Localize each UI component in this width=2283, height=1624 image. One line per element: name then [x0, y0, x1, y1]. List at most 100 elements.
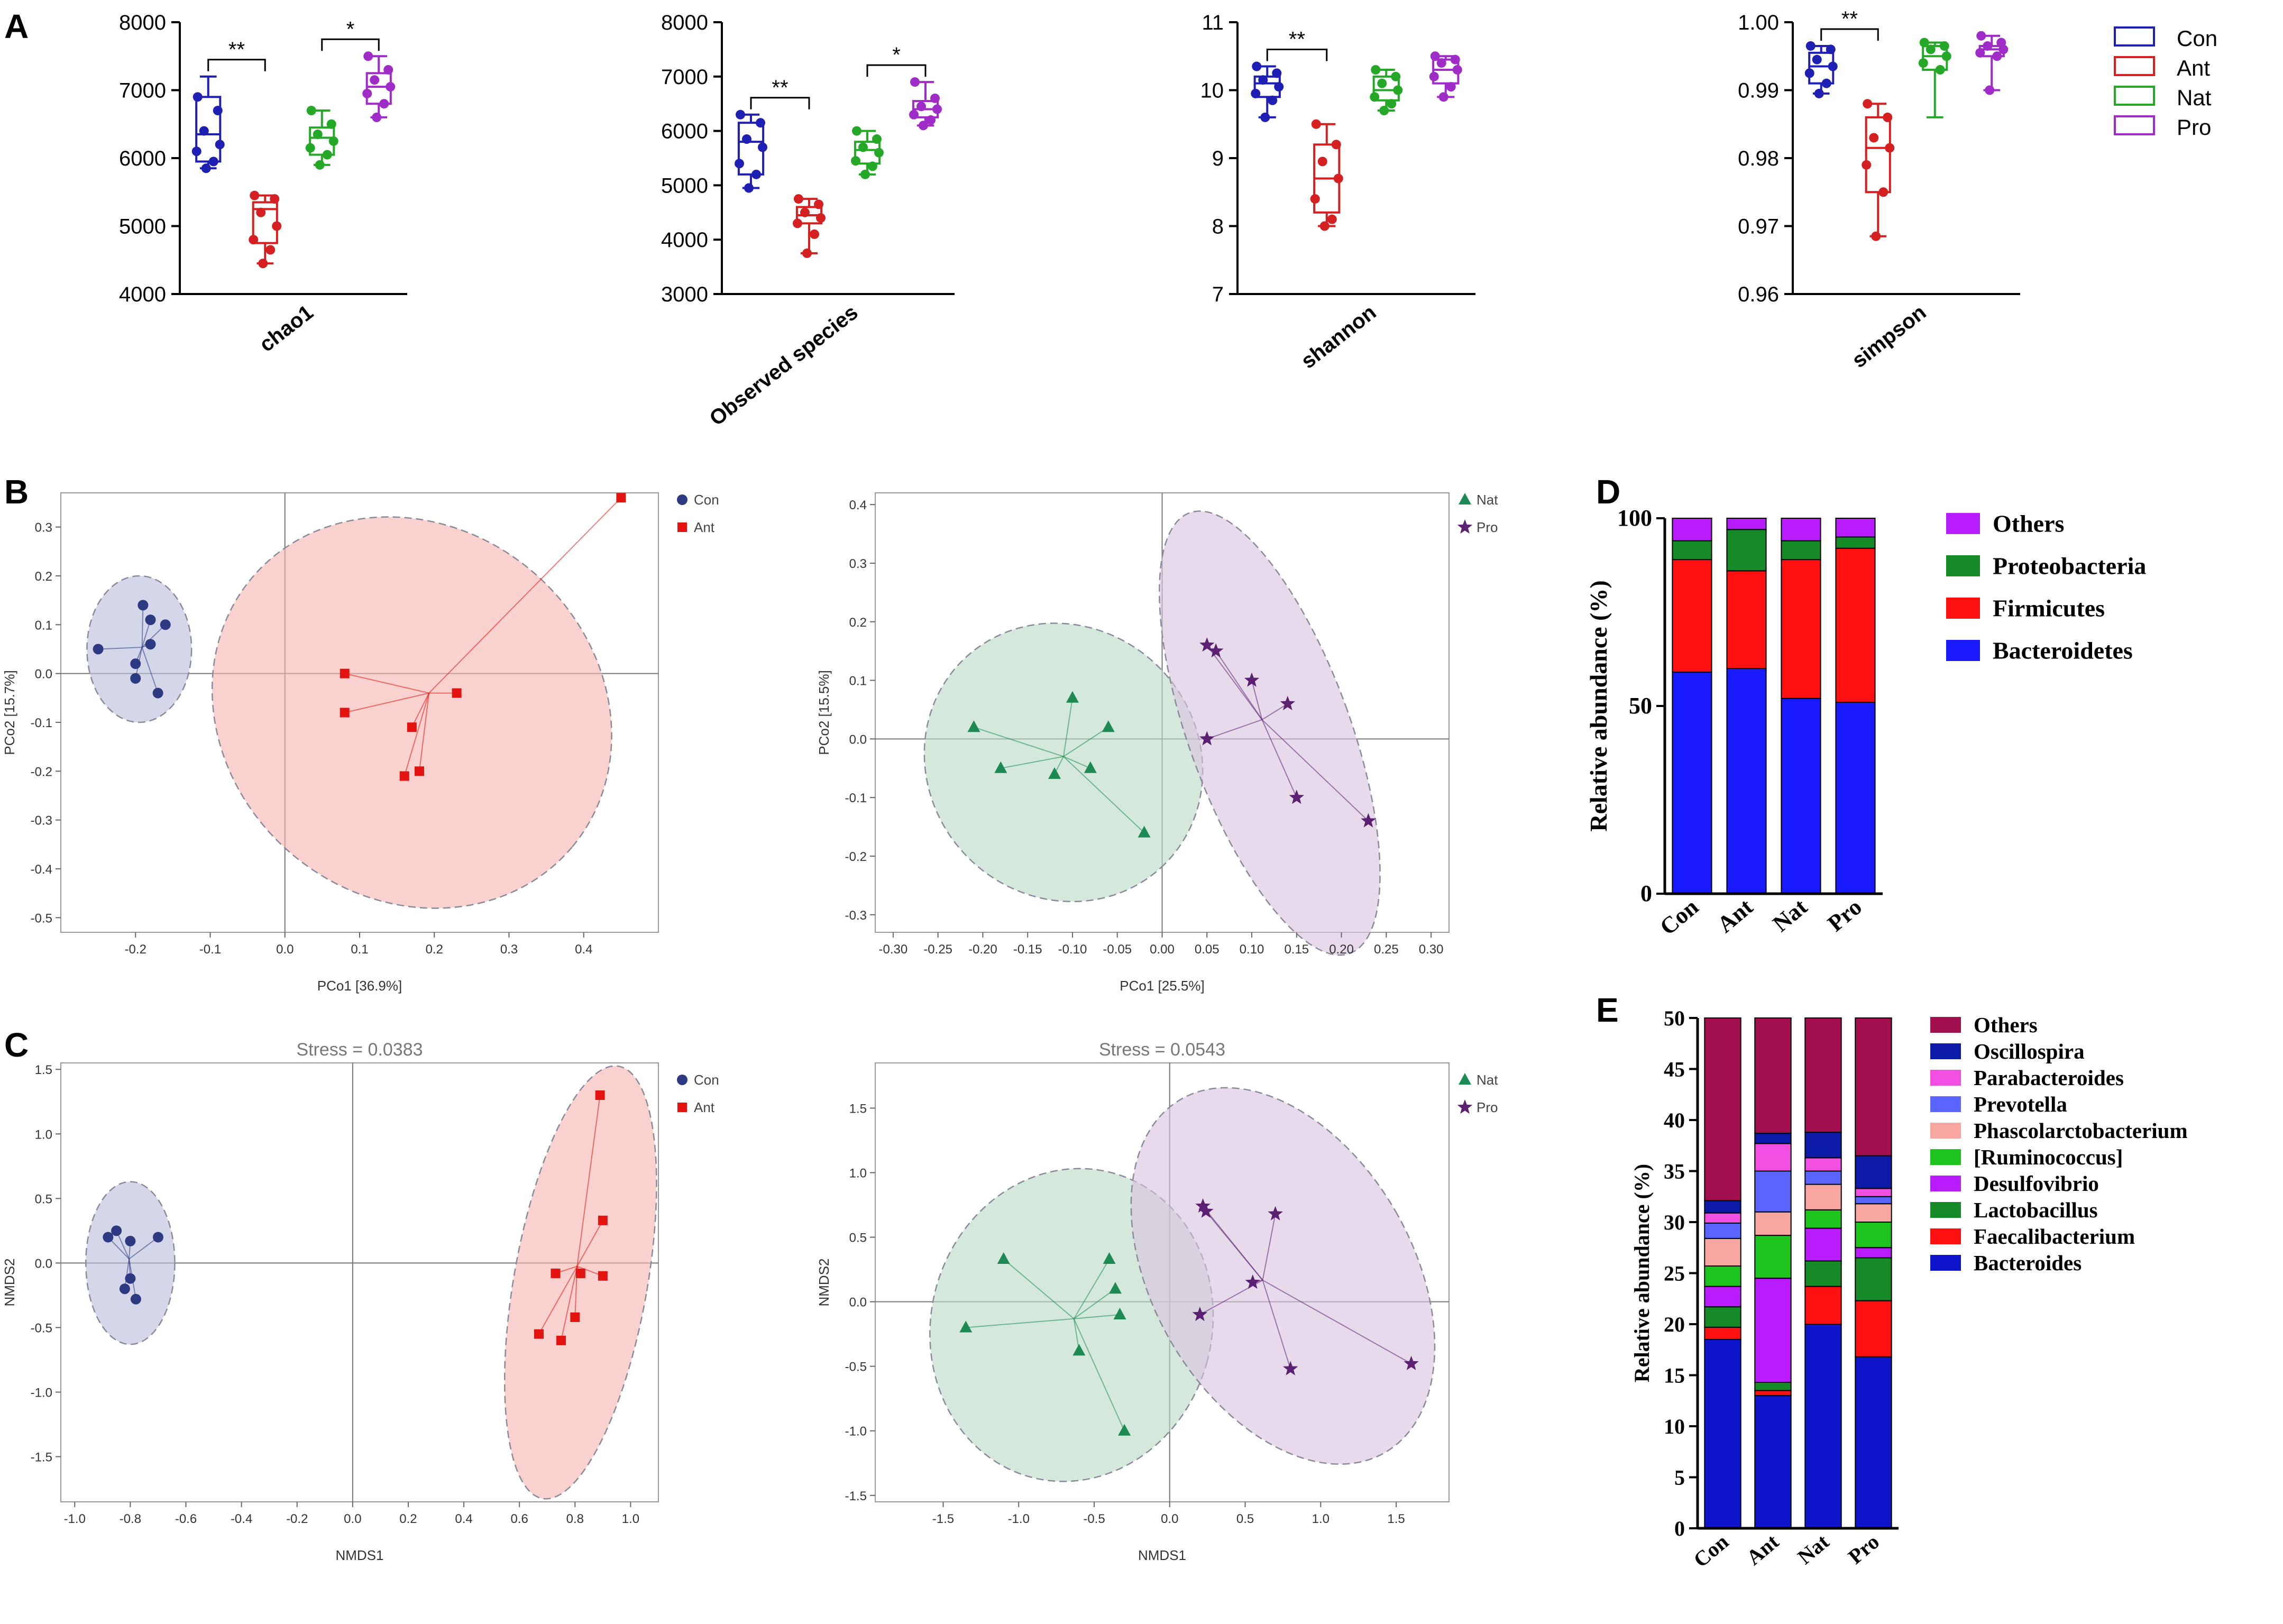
legend-swatch-oscillospira [1930, 1043, 1961, 1059]
data-point-ant [595, 1090, 605, 1100]
data-point-ant [1878, 187, 1888, 197]
data-point-nat [868, 161, 877, 171]
data-point-con [1821, 78, 1831, 88]
y-tick-label: 11 [1202, 11, 1224, 34]
x-tick-label: -0.2 [125, 942, 146, 957]
data-point-pro [1452, 65, 1462, 75]
data-point-nat [851, 156, 860, 166]
bar-segment-bacteroidetes [1726, 668, 1767, 894]
bar-segment-proteobacteria [1672, 540, 1712, 561]
data-point-pro [1289, 790, 1305, 804]
x-tick-label: -1.0 [1008, 1512, 1030, 1526]
confidence-ellipse-ant [503, 1065, 657, 1500]
data-point-nat [1138, 825, 1151, 838]
data-point-con [125, 1273, 136, 1284]
legend-label-others: Others [1993, 510, 2064, 537]
legend-label-ruminococcus: [Ruminococcus] [1974, 1145, 2123, 1169]
bar-segment-proteobacteria [1835, 536, 1876, 549]
data-point-ant [598, 1215, 608, 1225]
bar-segment-others [1835, 518, 1876, 538]
data-point-ant [1311, 119, 1321, 129]
y-tick-label: 5000 [119, 215, 166, 238]
legend-swatch-bacteroidetes [1946, 640, 1980, 661]
data-point-ant [249, 235, 259, 245]
data-point-con [1252, 61, 1262, 71]
y-axis-label: PCo2 [15.5%] [816, 670, 832, 755]
data-point-pro [1975, 48, 1985, 58]
data-point-nat [1103, 1252, 1116, 1264]
centroid-spoke [1074, 1288, 1116, 1319]
data-point-nat [1072, 1344, 1086, 1356]
data-point-con [744, 183, 754, 193]
data-point-pro [1404, 1355, 1419, 1370]
bar-segment-lactobacillus [1754, 1382, 1792, 1391]
y-tick-label: 6000 [119, 147, 166, 170]
y-tick-label: 0.5 [35, 1192, 52, 1206]
x-tick-label: -0.20 [968, 942, 997, 957]
x-tick-label: 0.00 [1150, 942, 1175, 957]
data-point-ant [399, 771, 409, 781]
data-point-ant [1333, 173, 1343, 183]
data-point-ant [793, 218, 802, 228]
data-point-pro [1199, 731, 1215, 746]
x-tick-label: -1.5 [932, 1512, 954, 1526]
data-point-pro [1985, 85, 1995, 95]
data-point-pro [1430, 51, 1440, 61]
x-tick-label: -0.30 [879, 942, 908, 957]
legend-a-label-ant: Ant [2177, 56, 2210, 80]
centroid-spoke [1261, 719, 1297, 798]
legend-label-oscillospira: Oscillospira [1974, 1039, 2085, 1063]
data-point-pro [1976, 31, 1986, 41]
data-point-nat [852, 126, 861, 136]
legend-label-proteobacteria: Proteobacteria [1993, 553, 2146, 580]
data-point-ant [816, 213, 826, 223]
legend-label-con: Con [694, 1072, 719, 1088]
nmds-nat-pro: -1.5 -1.0 -0.5 0.0 0.5 1.0 1.5 -1.5 -1.0 -0.5 0.0 0… [816, 1040, 1498, 1563]
data-point-pro [1282, 1361, 1298, 1375]
data-point-con [160, 619, 171, 630]
bar-segment-faecalibacterium [1855, 1300, 1892, 1357]
legend-a-label-con: Con [2177, 26, 2217, 51]
bar-segment-prevotella [1855, 1196, 1892, 1205]
data-point-nat [305, 143, 315, 153]
data-point-con [208, 157, 218, 167]
x-axis-label: simpson [1848, 300, 1931, 372]
data-point-ant [556, 1335, 566, 1345]
data-point-pro [1446, 82, 1456, 92]
centroid-spoke [1205, 1211, 1263, 1281]
data-point-con [742, 134, 751, 144]
legend-swatch-others [1946, 513, 1980, 534]
x-axis-label: shannon [1297, 300, 1380, 373]
significance-bracket [866, 64, 927, 77]
data-point-con [130, 1293, 141, 1305]
bar-segment-phascolarctobacterium [1754, 1211, 1792, 1236]
pcoa-nat-pro: -0.30 -0.25 -0.20 -0.15 -0.10 -0.05 0.00 0.05 0.… [816, 492, 1498, 994]
significance-bracket [1266, 49, 1328, 61]
legend-swatch-proteobacteria [1946, 555, 1980, 576]
data-point-ant [265, 245, 276, 255]
x-tick-label: 0.25 [1374, 942, 1399, 957]
y-tick-label: 5 [1674, 1466, 1685, 1490]
y-tick-label: 0.96 [1738, 283, 1779, 306]
y-tick-label: 0.3 [35, 521, 52, 535]
x-tick-label: 0.1 [351, 942, 368, 957]
bar-segment-ruminococcus [1704, 1265, 1741, 1287]
legend-label-bacteroides: Bacteroides [1974, 1251, 2082, 1275]
legend-swatch-prevotella [1930, 1096, 1961, 1112]
data-point-pro [1436, 58, 1446, 68]
data-point-con [111, 1225, 122, 1236]
data-point-con [130, 673, 141, 684]
y-tick-label: 0.2 [35, 570, 52, 584]
data-point-nat [1387, 99, 1397, 109]
box-con [195, 96, 222, 163]
centroid-spoke [141, 605, 144, 648]
legend-a-swatch-con [2114, 26, 2155, 47]
data-point-ant [452, 688, 462, 698]
data-point-con [1251, 88, 1261, 98]
x-tick-label: 0.0 [344, 1512, 361, 1526]
data-point-con [152, 687, 163, 699]
data-point-pro [379, 99, 389, 109]
x-tick-label: Ant [1712, 894, 1758, 938]
centroid-spoke [1261, 719, 1369, 822]
x-tick-label: 0.4 [455, 1512, 472, 1526]
